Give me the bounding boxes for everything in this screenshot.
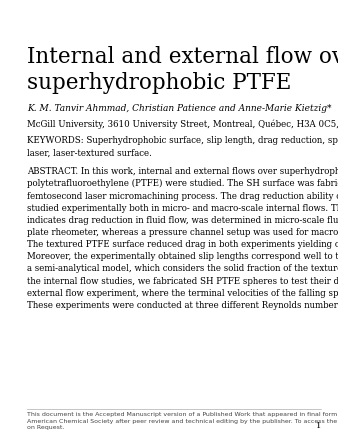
Text: Internal and external flow over laser-textured: Internal and external flow over laser-te… — [27, 46, 338, 68]
Text: This document is the Accepted Manuscript version of a Published Work that appear: This document is the Accepted Manuscript… — [27, 412, 338, 430]
Text: KEYWORDS: Superhydrophobic surface, slip length, drag reduction, sphere, PTFE, f: KEYWORDS: Superhydrophobic surface, slip… — [27, 136, 338, 157]
Text: McGill University, 3610 University Street, Montreal, Québec, H3A 0C5, Canada: McGill University, 3610 University Stree… — [27, 120, 338, 129]
Text: 1: 1 — [316, 423, 321, 430]
Text: superhydrophobic PTFE: superhydrophobic PTFE — [27, 72, 291, 94]
Text: K. M. Tanvir Ahmmad, Christian Patience and Anne-Marie Kietzig*: K. M. Tanvir Ahmmad, Christian Patience … — [27, 104, 332, 113]
Text: ABSTRACT. In this work, internal and external flows over superhydrophobic (SH)
p: ABSTRACT. In this work, internal and ext… — [27, 167, 338, 310]
